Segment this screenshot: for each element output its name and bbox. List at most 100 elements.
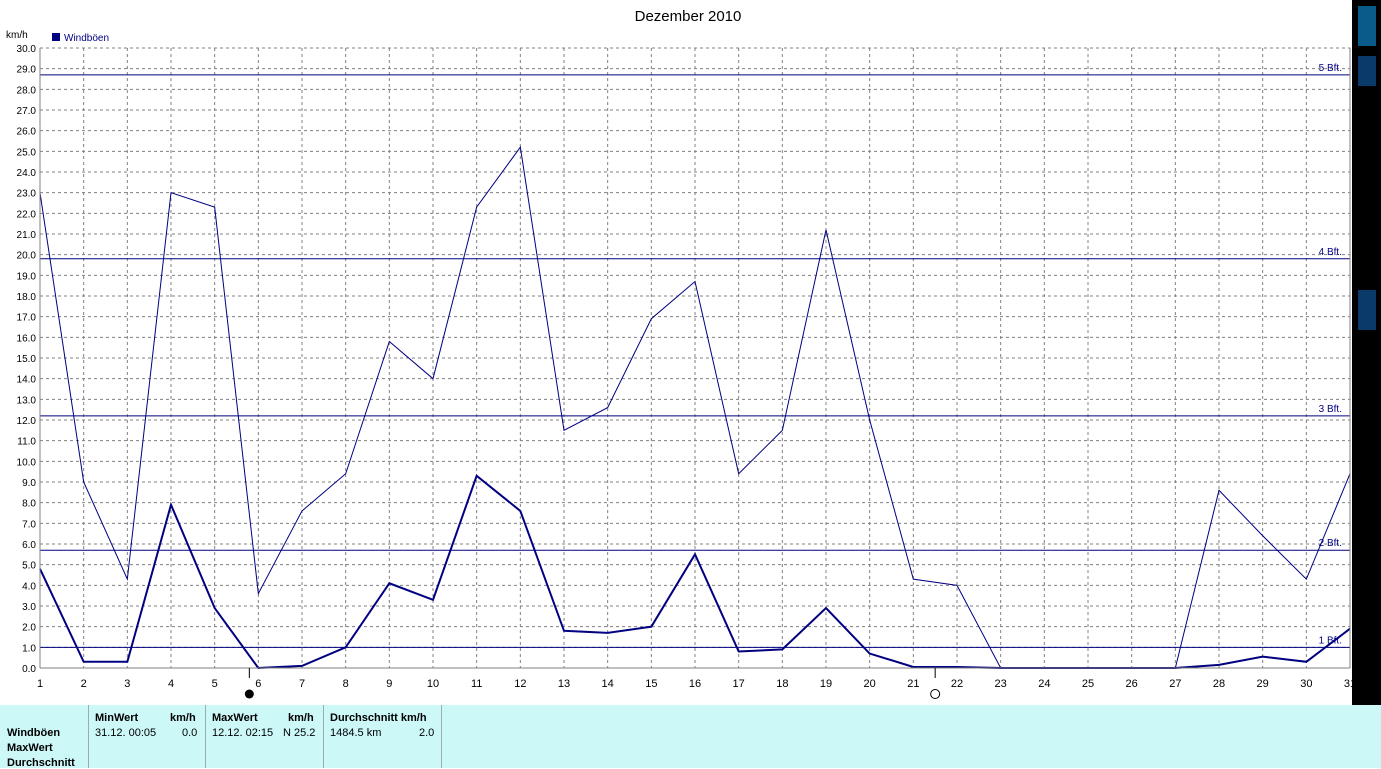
min-date: 31.12. 00:05 bbox=[95, 727, 157, 739]
y-tick-label: 4.0 bbox=[22, 581, 36, 592]
y-tick-label: 5.0 bbox=[22, 561, 36, 572]
moon-markers bbox=[244, 668, 941, 699]
x-tick-label: 2 bbox=[81, 678, 87, 690]
x-tick-label: 23 bbox=[995, 678, 1007, 690]
y-tick-label: 2.0 bbox=[22, 623, 36, 634]
y-tick-label: 26.0 bbox=[17, 127, 37, 138]
y-tick-label: 28.0 bbox=[17, 85, 37, 96]
y-tick-label: 0.0 bbox=[22, 664, 36, 675]
beaufort-label: 1 Bft. bbox=[1319, 635, 1342, 646]
edge-block bbox=[1358, 56, 1376, 86]
x-tick-label: 21 bbox=[907, 678, 919, 690]
x-tick-label: 19 bbox=[820, 678, 832, 690]
x-tick-label: 10 bbox=[427, 678, 439, 690]
y-tick-label: 29.0 bbox=[17, 65, 37, 76]
x-tick-label: 4 bbox=[168, 678, 174, 690]
x-tick-label: 13 bbox=[558, 678, 570, 690]
x-tick-label: 28 bbox=[1213, 678, 1225, 690]
x-tick-label: 17 bbox=[733, 678, 745, 690]
column-separator bbox=[88, 705, 89, 768]
beaufort-label: 2 Bft. bbox=[1319, 538, 1342, 549]
x-tick-label: 7 bbox=[299, 678, 305, 690]
x-tick-label: 15 bbox=[645, 678, 657, 690]
y-tick-label: 24.0 bbox=[17, 168, 37, 179]
x-tick-label: 1 bbox=[37, 678, 43, 690]
chart-title: Dezember 2010 bbox=[635, 8, 742, 25]
x-tick-label: 25 bbox=[1082, 678, 1094, 690]
legend-label: Windböen bbox=[64, 33, 109, 44]
y-tick-label: 10.0 bbox=[17, 457, 37, 468]
edge-block bbox=[1358, 6, 1376, 46]
x-tick-label: 18 bbox=[776, 678, 788, 690]
y-tick-label: 30.0 bbox=[17, 44, 37, 55]
x-tick-label: 5 bbox=[212, 678, 218, 690]
stats-panel: Windböen MaxWert Durchschnitt MinWert km… bbox=[0, 705, 1381, 769]
y-tick-label: 11.0 bbox=[17, 437, 36, 448]
y-tick-label: 20.0 bbox=[17, 251, 37, 262]
y-tick-label: 17.0 bbox=[17, 313, 37, 324]
y-tick-label: 9.0 bbox=[22, 478, 36, 489]
y-tick-label: 3.0 bbox=[22, 602, 36, 613]
x-tick-label: 31 bbox=[1344, 678, 1352, 690]
x-tick-label: 30 bbox=[1300, 678, 1312, 690]
y-tick-label: 21.0 bbox=[17, 230, 37, 241]
avg-header: Durchschnitt km/h bbox=[330, 712, 427, 724]
beaufort-label: 3 Bft. bbox=[1319, 404, 1342, 415]
stats-row-label: Windböen bbox=[7, 727, 61, 739]
y-axis-unit: km/h bbox=[6, 30, 28, 41]
min-header: MinWert bbox=[95, 712, 139, 724]
y-tick-label: 15.0 bbox=[17, 354, 37, 365]
x-tick-label: 27 bbox=[1169, 678, 1181, 690]
x-tick-label: 24 bbox=[1038, 678, 1050, 690]
y-tick-label: 6.0 bbox=[22, 540, 36, 551]
x-tick-label: 14 bbox=[602, 678, 614, 690]
x-tick-label: 29 bbox=[1257, 678, 1269, 690]
x-tick-label: 9 bbox=[386, 678, 392, 690]
x-tick-label: 16 bbox=[689, 678, 701, 690]
y-tick-label: 13.0 bbox=[17, 395, 37, 406]
column-separator bbox=[323, 705, 324, 768]
y-tick-label: 8.0 bbox=[22, 499, 36, 510]
x-tick-label: 8 bbox=[343, 678, 349, 690]
axes bbox=[39, 48, 1351, 669]
x-tick-label: 26 bbox=[1126, 678, 1138, 690]
full-moon-icon bbox=[930, 689, 941, 699]
y-tick-labels: 0.0 1.0 2.0 3.0 4.0 5.0 6.0 7.0 8.0 9.0 10.0 11.0 12… bbox=[17, 44, 37, 675]
stats-row-label: MaxWert bbox=[7, 742, 53, 754]
new-moon-icon bbox=[244, 689, 254, 699]
y-tick-label: 25.0 bbox=[17, 147, 37, 158]
y-tick-label: 7.0 bbox=[22, 519, 36, 530]
beaufort-lines: 1 Bft. 2 Bft. 3 Bft. 4 Bft. 5 Bft. bbox=[40, 63, 1350, 648]
x-tick-label: 11 bbox=[471, 678, 482, 690]
beaufort-label: 5 Bft. bbox=[1319, 63, 1342, 74]
avg-distance: 1484.5 km bbox=[330, 727, 382, 739]
y-tick-label: 1.0 bbox=[22, 643, 36, 654]
column-separator bbox=[441, 705, 442, 768]
min-unit: km/h bbox=[170, 712, 196, 724]
grid bbox=[39, 47, 1351, 669]
y-tick-label: 14.0 bbox=[17, 375, 37, 386]
x-tick-label: 3 bbox=[124, 678, 130, 690]
x-tick-label: 20 bbox=[864, 678, 876, 690]
stats-row-label: Durchschnitt bbox=[7, 757, 75, 769]
wind-chart: Dezember 2010 km/h Windböen 1 Bft. 2 Bft.… bbox=[6, 8, 1352, 699]
beaufort-label: 4 Bft. bbox=[1319, 247, 1342, 258]
x-tick-label: 6 bbox=[255, 678, 261, 690]
min-value: 0.0 bbox=[182, 727, 198, 739]
max-date: 12.12. 02:15 bbox=[212, 727, 274, 739]
max-value: N 25.2 bbox=[283, 727, 316, 739]
x-tick-label: 12 bbox=[514, 678, 526, 690]
column-separator bbox=[205, 705, 206, 768]
y-tick-label: 23.0 bbox=[17, 189, 37, 200]
y-tick-label: 16.0 bbox=[17, 333, 37, 344]
x-tick-labels: 1 2 3 4 5 6 7 8 9 10 11 12 13 14 15 16 17 18 19 20 21 22 23 24 2… bbox=[37, 678, 1352, 690]
y-tick-label: 18.0 bbox=[17, 292, 37, 303]
window-edge-strip bbox=[1352, 0, 1381, 705]
avg-value: 2.0 bbox=[419, 727, 435, 739]
y-tick-label: 19.0 bbox=[17, 271, 37, 282]
y-tick-label: 22.0 bbox=[17, 209, 37, 220]
legend-swatch bbox=[52, 33, 60, 41]
max-header: MaxWert bbox=[212, 712, 258, 724]
edge-block bbox=[1358, 290, 1376, 330]
y-tick-label: 27.0 bbox=[17, 106, 37, 117]
